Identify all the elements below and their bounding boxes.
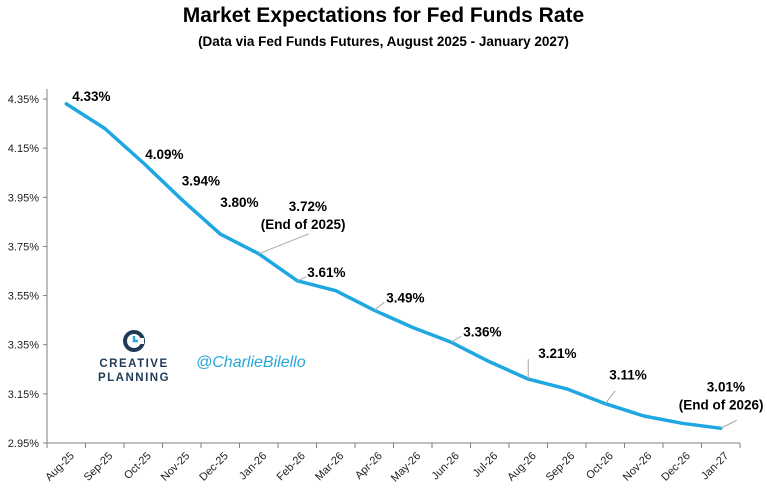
- x-tick-label: Mar-26: [313, 450, 346, 483]
- y-tick-label: 3.75%: [8, 241, 39, 253]
- x-tick-label: Apr-26: [353, 450, 385, 482]
- x-tick-label: Sep-25: [82, 450, 116, 484]
- x-axis-ticks: Aug-25 Sep-25 Oct-25 Nov-25 Dec-25 Jan-26 Feb-…: [43, 443, 741, 485]
- y-tick-label: 3.15%: [8, 389, 39, 401]
- data-label-leader: [720, 419, 737, 429]
- y-tick-label: 4.35%: [8, 94, 39, 106]
- x-tick-label: Oct-26: [584, 450, 616, 482]
- x-tick-label: May-26: [389, 450, 423, 484]
- creative-planning-logo: CREATIVE PLANNING: [94, 330, 174, 385]
- x-tick-label: Oct-25: [122, 450, 154, 482]
- data-label-leader: [604, 390, 616, 404]
- x-tick-label: Jan-27: [699, 450, 731, 482]
- data-label: 3.49%: [386, 290, 424, 305]
- x-tick-label: Nov-26: [621, 450, 655, 484]
- data-label: 3.11%: [609, 368, 647, 383]
- y-tick-label: 3.95%: [8, 192, 39, 204]
- data-label: 3.94%: [182, 174, 220, 189]
- data-label-note: (End of 2025): [261, 217, 346, 232]
- data-label-leader: [450, 335, 462, 343]
- data-label-leader: [258, 233, 309, 255]
- data-label-leader: [373, 301, 385, 311]
- data-label: 3.80%: [220, 195, 258, 210]
- x-tick-label: Feb-26: [275, 450, 308, 483]
- data-labels: 4.33% 4.09% 3.94%3.80% 3.72% (End of 2025) 3.…: [72, 89, 764, 429]
- data-label: 3.61%: [307, 265, 345, 280]
- chart-subtitle: (Data via Fed Funds Futures, August 2025…: [198, 34, 569, 49]
- x-tick-label: Jun-26: [430, 450, 462, 482]
- x-tick-label: Dec-26: [659, 450, 693, 484]
- x-tick-label: Dec-25: [197, 450, 231, 484]
- data-label: 4.09%: [145, 147, 183, 162]
- data-label: 3.72%: [289, 199, 327, 214]
- data-label: 3.01%: [707, 379, 745, 394]
- x-tick-label: Aug-26: [505, 450, 539, 484]
- data-label-note: (End of 2026): [679, 397, 764, 412]
- x-tick-label: Sep-26: [544, 450, 578, 484]
- twitter-handle: @CharlieBilello: [196, 354, 306, 371]
- axes: [46, 89, 740, 444]
- y-axis-ticks: 4.35% 4.15% 3.95% 3.75% 3.55% 3.35% 3.15% 2.95%: [8, 94, 47, 450]
- series-line-path: [64, 102, 723, 431]
- logo-line-2: PLANNING: [97, 372, 171, 384]
- y-tick-label: 3.55%: [8, 291, 39, 303]
- logo-line-1: CREATIVE: [99, 358, 169, 370]
- data-label: 3.21%: [538, 346, 576, 361]
- x-tick-label: Jul-26: [471, 450, 501, 480]
- data-label: 4.33%: [72, 89, 110, 104]
- y-tick-label: 2.95%: [8, 438, 39, 450]
- y-tick-label: 4.15%: [8, 143, 39, 155]
- x-tick-label: Aug-25: [43, 450, 77, 484]
- data-label-leader: [297, 276, 307, 282]
- chart-title: Market Expectations for Fed Funds Rate: [182, 4, 585, 27]
- creative-planning-c-icon: [123, 330, 145, 352]
- x-tick-label: Nov-25: [159, 450, 193, 484]
- x-tick-label: Jan-26: [237, 450, 269, 482]
- data-label: 3.36%: [463, 324, 501, 339]
- y-tick-label: 3.35%: [8, 340, 39, 352]
- series-line: [64, 102, 723, 431]
- logo-text: CREATIVE PLANNING: [94, 357, 174, 385]
